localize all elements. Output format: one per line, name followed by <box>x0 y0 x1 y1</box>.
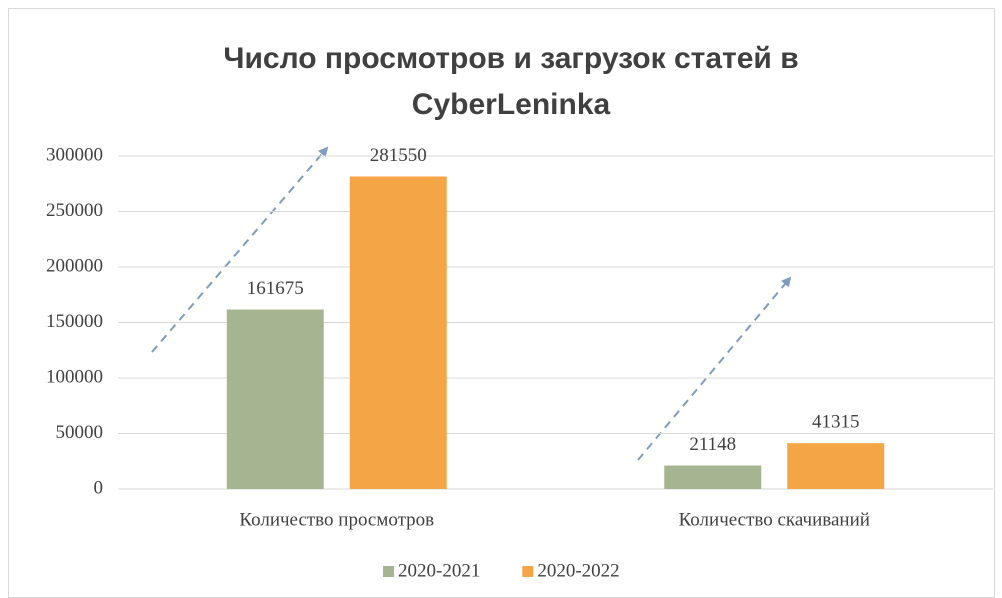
legend-label: 2020-2022 <box>537 560 619 581</box>
y-tick-label: 200000 <box>46 255 103 276</box>
y-tick-label: 100000 <box>46 366 103 387</box>
legend-label: 2020-2021 <box>398 560 480 581</box>
y-tick-label: 300000 <box>46 144 103 165</box>
x-tick-label: Количество скачиваний <box>679 509 870 530</box>
bar <box>664 465 762 489</box>
data-label: 21148 <box>689 434 736 455</box>
y-tick-label: 0 <box>94 477 104 498</box>
chart-title: Число просмотров и загрузок статей в Cyb… <box>223 42 799 121</box>
bar <box>226 309 324 489</box>
y-tick-label: 50000 <box>56 422 104 443</box>
bar <box>349 176 447 490</box>
trend-arrow <box>151 146 329 353</box>
chart-border <box>8 8 995 598</box>
legend-swatch <box>522 566 534 577</box>
y-tick-label: 150000 <box>46 311 103 332</box>
legend-swatch <box>383 566 394 577</box>
y-tick-label: 250000 <box>46 200 103 221</box>
x-tick-label: Количество просмотров <box>239 509 434 530</box>
trend-arrow <box>637 276 792 461</box>
data-label: 161675 <box>247 278 304 299</box>
bar <box>787 443 885 489</box>
data-label: 281550 <box>370 145 427 166</box>
data-label: 41315 <box>812 411 860 432</box>
